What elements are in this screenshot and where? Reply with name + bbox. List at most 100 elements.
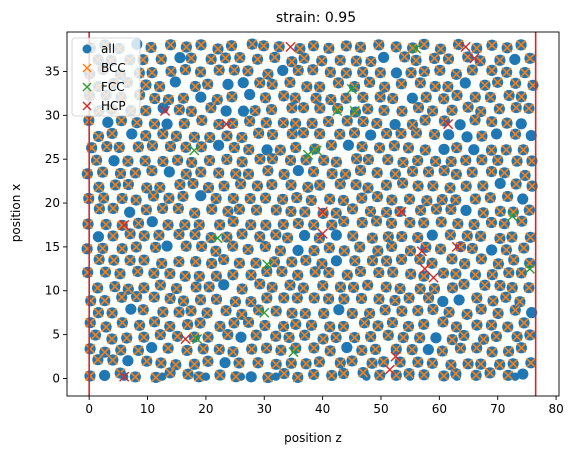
bcc-point <box>211 294 222 305</box>
x-tick-label: 60 <box>432 402 447 416</box>
bcc-point <box>314 233 325 244</box>
atom-point <box>511 372 520 381</box>
hcp-point <box>119 219 130 231</box>
bcc-point <box>318 155 329 166</box>
hcp-point <box>390 351 401 362</box>
x-tick-label: 20 <box>198 402 213 416</box>
bcc-point <box>427 358 438 369</box>
bcc-point <box>250 258 261 269</box>
bcc-point <box>478 334 489 345</box>
bcc-point <box>274 41 285 52</box>
bcc-point <box>356 345 367 356</box>
bcc-point <box>286 256 297 267</box>
bcc-point <box>267 129 278 140</box>
fcc-point <box>259 307 270 318</box>
bcc-point <box>390 295 400 306</box>
y-tick-label: 30 <box>45 108 60 122</box>
bcc-point <box>435 44 446 55</box>
bcc-point <box>91 155 102 166</box>
legend-label-fcc: FCC <box>101 80 125 94</box>
bcc-point <box>503 370 514 381</box>
bcc-point <box>146 42 157 53</box>
y-tick-label: 10 <box>45 284 60 298</box>
hcp-point <box>285 41 296 53</box>
bcc-point <box>97 167 108 178</box>
bcc-point <box>250 105 261 116</box>
bcc-point <box>396 254 407 265</box>
bcc-point <box>415 77 426 88</box>
bcc-point <box>485 192 496 203</box>
atom-point <box>163 166 175 178</box>
bcc-point <box>278 292 289 303</box>
bcc-point <box>348 282 359 293</box>
fcc-point <box>346 83 357 95</box>
bcc-point <box>261 117 272 128</box>
bcc-point <box>188 178 199 189</box>
bcc-point <box>107 355 118 365</box>
bcc-point <box>412 305 423 316</box>
bcc-point <box>471 320 482 331</box>
atom-point <box>161 118 173 130</box>
bcc-point <box>186 53 197 64</box>
bcc-point <box>446 359 456 370</box>
bcc-point <box>271 306 282 317</box>
bcc-point <box>299 206 310 217</box>
bcc-point <box>157 128 168 139</box>
bcc-point <box>431 204 442 215</box>
bcc-point <box>364 77 375 88</box>
bcc-point <box>163 94 174 105</box>
bcc-point <box>316 55 327 66</box>
bcc-point <box>213 168 224 178</box>
hcp-point <box>221 119 232 130</box>
bcc-point <box>210 246 221 257</box>
bcc-point <box>335 55 346 66</box>
bcc-point <box>387 267 398 278</box>
atom-point <box>124 206 136 218</box>
bcc-point <box>485 367 495 378</box>
bcc-point <box>470 194 481 204</box>
bcc-point <box>223 206 233 217</box>
bcc-point <box>396 306 407 317</box>
legend-marker-hcp <box>82 101 92 111</box>
bcc-point <box>438 93 449 104</box>
bcc-point <box>340 169 351 180</box>
bcc-point <box>463 102 474 113</box>
atom-point <box>174 52 186 64</box>
bcc-point <box>131 195 142 206</box>
bcc-point <box>413 181 424 191</box>
bcc-point <box>154 182 165 193</box>
bcc-point <box>149 93 160 104</box>
bcc-point <box>300 308 311 319</box>
bcc-point <box>165 141 176 152</box>
bcc-point <box>285 280 296 291</box>
chart-title: strain: 0.95 <box>276 10 356 26</box>
bcc-point <box>514 296 525 307</box>
bcc-point <box>314 103 325 114</box>
bcc-point <box>447 334 458 345</box>
atom-point <box>460 204 472 216</box>
bcc-point <box>227 269 238 280</box>
bcc-point <box>323 43 334 54</box>
bcc-point <box>332 103 343 114</box>
bcc-point <box>190 81 201 92</box>
hcp-point <box>119 371 130 382</box>
bcc-point <box>427 105 438 116</box>
bcc-point <box>285 206 296 217</box>
bcc-point <box>158 156 168 167</box>
bcc-point <box>325 94 336 105</box>
bcc-point <box>130 371 141 382</box>
bcc-point <box>101 322 112 332</box>
bcc-point <box>467 167 478 178</box>
bcc-point <box>271 205 282 216</box>
bcc-point <box>229 65 240 76</box>
atom-point <box>220 105 232 117</box>
bcc-point <box>203 332 214 343</box>
bcc-point <box>260 92 271 103</box>
bcc-point <box>190 256 201 267</box>
bcc-point <box>338 368 349 379</box>
bcc-point <box>446 156 457 167</box>
atom-point <box>161 240 173 252</box>
bcc-point <box>520 170 531 181</box>
bcc-point <box>298 127 309 138</box>
bcc-point <box>211 193 222 204</box>
